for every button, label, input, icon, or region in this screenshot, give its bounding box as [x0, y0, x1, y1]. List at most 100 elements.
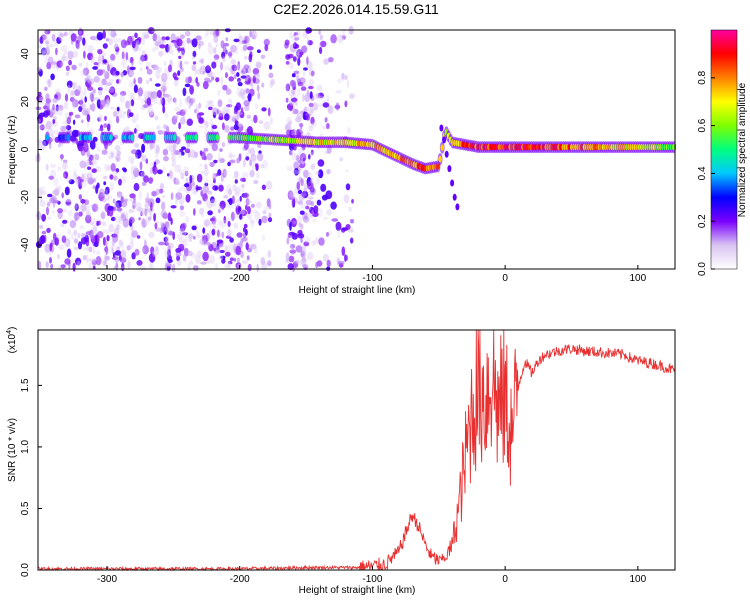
spectrogram-cell	[75, 39, 80, 49]
spectrogram-cell	[267, 260, 272, 267]
spectrogram-cell	[46, 206, 49, 216]
spectrogram-cell	[120, 39, 127, 49]
spectrogram-cell	[313, 121, 317, 128]
spectrogram-cell	[206, 153, 213, 161]
spectrogram-cell	[213, 247, 217, 252]
spectrogram-cell	[75, 257, 82, 266]
spectrogram-cell	[145, 91, 151, 96]
spectrogram-cell	[255, 61, 262, 69]
spectrogram-cell	[60, 125, 67, 132]
spectrogram-cell	[140, 171, 146, 177]
spectrogram-cell	[111, 247, 114, 255]
spectrogram-cell	[65, 199, 72, 207]
spectrogram-cell	[235, 198, 240, 203]
spectrogram-cell	[155, 45, 159, 51]
spectrogram-cell	[234, 120, 239, 126]
spectrogram-cell	[84, 77, 90, 82]
spectrogram-cell	[90, 154, 97, 164]
spectrogram-cell	[184, 30, 191, 37]
spectrogram-cell	[204, 126, 208, 135]
spectrogram-cell	[44, 57, 49, 64]
spectrogram-cell	[240, 209, 248, 217]
spectrogram-cell	[171, 162, 176, 168]
spectrogram-cell	[308, 68, 315, 78]
spectrogram-cell	[190, 149, 196, 159]
spectrogram-cell	[299, 210, 305, 215]
spectrogram-cell	[105, 241, 108, 247]
spectrogram-cell	[105, 245, 109, 255]
spectrogram-cell	[147, 216, 152, 221]
spectrogram-cell	[226, 228, 233, 237]
spectrogram-cell	[305, 199, 312, 206]
spectrogram-cell	[50, 195, 58, 204]
spectrogram-x-tick-label: -200	[230, 273, 250, 284]
spectrogram-cell	[96, 147, 101, 152]
spectrogram-cell	[206, 100, 213, 104]
spectrogram-cell	[85, 214, 91, 224]
spectrogram-cell	[82, 67, 90, 76]
spectrogram-cell	[239, 195, 242, 202]
spectrogram-cell	[48, 43, 55, 48]
spectrogram-cell	[49, 163, 57, 168]
spectrogram-cell	[175, 115, 179, 120]
spectrogram-cell	[286, 237, 290, 245]
spectrogram-cell	[293, 168, 299, 176]
spectrogram-cell	[69, 220, 77, 229]
spectrogram-cell	[184, 170, 189, 177]
spectrogram-cell	[179, 34, 185, 39]
spectrogram-cell	[59, 107, 63, 117]
spectrogram-cell	[230, 44, 237, 53]
spectrogram-cell	[82, 172, 89, 182]
spectrogram-cell	[313, 205, 319, 214]
spectrogram-cell	[144, 197, 149, 203]
spectrogram-cell	[156, 188, 160, 196]
spectrogram-cell	[77, 241, 83, 250]
spectrogram-cell	[173, 150, 181, 155]
spectrogram-cell	[155, 70, 161, 80]
spectrogram-cell	[129, 216, 135, 224]
spectrogram-cell	[246, 114, 252, 119]
spectrogram-cell	[289, 245, 293, 249]
snr-x-tick-label: -300	[97, 574, 117, 585]
spectrogram-cell	[167, 212, 172, 222]
spectrogram-cell	[140, 211, 143, 217]
spectrogram-cell	[302, 82, 308, 87]
spectrogram-cell	[330, 34, 337, 44]
spectrogram-cell	[167, 230, 174, 236]
spectrogram-cell	[315, 171, 320, 176]
spectrogram-cell	[55, 104, 59, 112]
spectrogram-cell	[208, 106, 213, 111]
spectrogram-cell	[163, 156, 169, 162]
spectrogram-cell	[296, 88, 301, 97]
ridge-cell	[151, 134, 156, 141]
spectrogram-cell	[243, 64, 250, 70]
spectrogram-cell	[292, 56, 297, 62]
spectrogram-cell	[199, 163, 203, 167]
spectrogram-cell	[131, 60, 134, 66]
spectrogram-cell	[296, 156, 301, 162]
spectrogram-cell	[61, 192, 64, 199]
spectrogram-cell	[60, 44, 68, 52]
spectrogram-cell	[201, 212, 204, 218]
spectrogram-cell	[78, 194, 83, 200]
spectrogram-cell	[148, 231, 155, 239]
spectrogram-cell	[252, 210, 258, 214]
spectrogram-cell	[326, 95, 330, 102]
spectrogram-cell	[229, 237, 234, 243]
spectrogram-cell	[92, 88, 96, 94]
colorbar-frame	[710, 29, 738, 270]
spectrogram-cell	[242, 236, 248, 242]
ridge-cell	[438, 155, 442, 163]
spectrogram-cell	[117, 206, 122, 213]
spectrogram-cell	[134, 143, 140, 148]
spectrogram-cell	[260, 54, 266, 59]
spectrogram-cell	[167, 259, 173, 263]
spectrogram-cell	[244, 80, 251, 85]
spectrogram-cell	[250, 84, 255, 89]
spectrogram-cell	[92, 249, 96, 254]
spectrogram-cell	[49, 257, 52, 264]
spectrogram-cell	[74, 203, 79, 211]
spectrogram-cell	[330, 201, 337, 210]
